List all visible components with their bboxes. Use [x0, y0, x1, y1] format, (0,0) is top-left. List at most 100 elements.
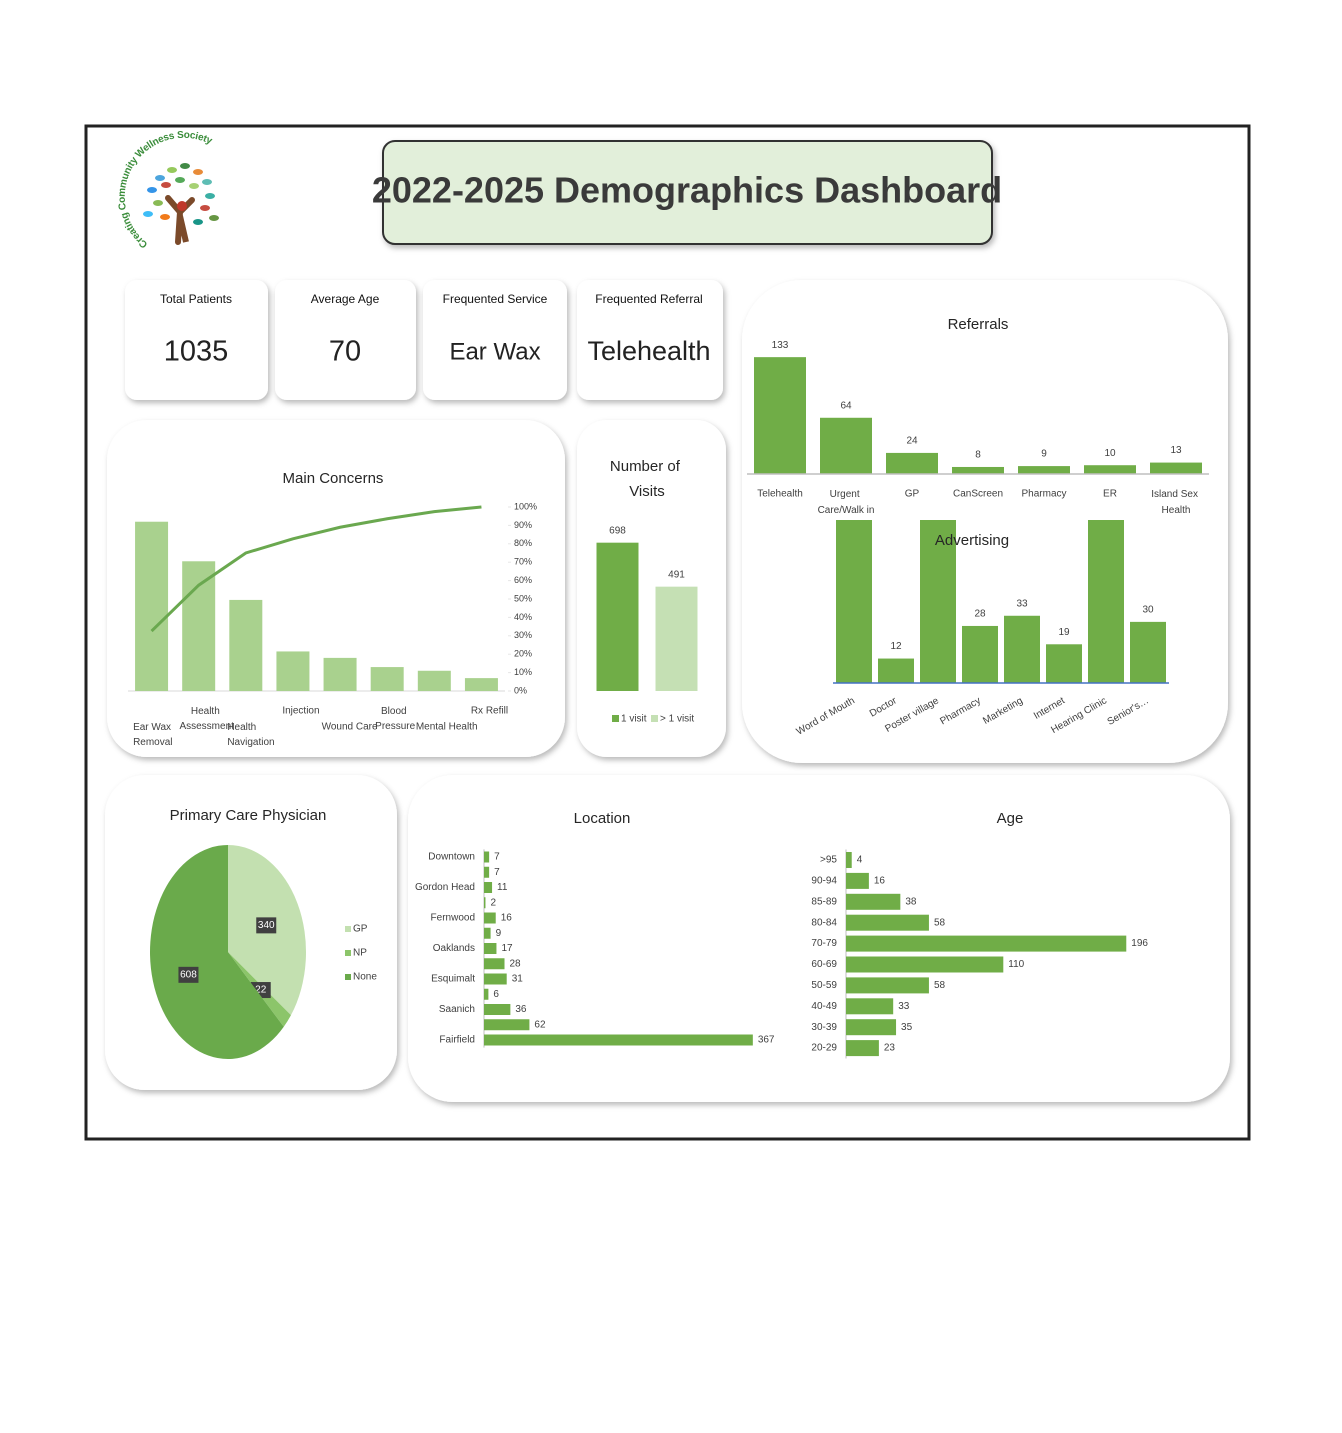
chart-title: Referrals: [948, 316, 1009, 333]
y-tick-label: 85-89: [811, 896, 837, 907]
bar: [846, 872, 869, 889]
chart-title: Number of Visits: [610, 458, 684, 500]
data-label: 8: [975, 450, 981, 461]
bar: [920, 520, 956, 683]
data-label: 19: [1058, 627, 1070, 638]
y-tick-label: 30-39: [811, 1022, 837, 1033]
data-label: 28: [974, 609, 986, 620]
title-box: [382, 140, 993, 245]
y-tick-label: 60-69: [811, 959, 837, 970]
bar: [846, 914, 929, 931]
y2-tick-label: 0%: [514, 685, 527, 695]
bar: [596, 542, 639, 691]
bar: [836, 520, 872, 683]
x-tick-label: Urgent Care/Walk in: [818, 489, 875, 516]
data-label: 23: [884, 1043, 896, 1054]
bar: [655, 586, 698, 691]
chart-title: Location: [574, 810, 631, 827]
data-label: 31: [512, 974, 524, 985]
data-label: 62: [534, 1019, 546, 1030]
data-label: 17: [501, 943, 513, 954]
bar: [484, 958, 505, 970]
legend-label: NP: [353, 948, 367, 959]
bar: [1130, 621, 1166, 683]
y2-tick-label: 100%: [514, 501, 537, 511]
x-tick-label: ER: [1103, 489, 1117, 500]
bar: [484, 943, 497, 954]
bar: [846, 1019, 897, 1036]
x-tick-label: GP: [905, 489, 920, 500]
chart-card: [742, 280, 1228, 763]
bar: [820, 417, 872, 474]
bar: [962, 625, 998, 683]
bars: [836, 520, 1166, 683]
x-tick-label: Telehealth: [757, 489, 803, 500]
bar: [484, 1019, 530, 1031]
bar: [1088, 520, 1124, 683]
data-label: 6: [493, 989, 499, 1000]
legend-marker: [345, 974, 351, 980]
data-label: 491: [668, 569, 685, 580]
y-tick-label: 70-79: [811, 938, 837, 949]
x-tick-label: Health Navigation: [227, 722, 274, 748]
legend-label: 1 visit: [621, 714, 647, 725]
legend-label: > 1 visit: [660, 714, 694, 725]
legend-marker: [612, 715, 619, 722]
data-label: 4: [857, 855, 863, 866]
dashboard-title: 2022-2025 Demographics Dashboard: [372, 170, 1002, 211]
y-tick-label: Downtown: [428, 852, 475, 863]
bar: [952, 466, 1004, 474]
x-tick-label: Ear Wax Removal: [133, 722, 174, 748]
x-tick-label: Rx Refill: [471, 706, 508, 717]
data-label: 24: [906, 436, 918, 447]
bar: [846, 935, 1127, 952]
x-tick-label: Island Sex Health: [1151, 489, 1200, 516]
x-tick-label: Blood Pressure: [375, 706, 415, 732]
bar: [846, 998, 894, 1015]
legend-label: GP: [353, 924, 368, 935]
cards: [105, 280, 1230, 1102]
bar: [1046, 644, 1082, 683]
data-label: 28: [510, 958, 522, 969]
kpi-card: [423, 280, 567, 400]
y-tick-label: 40-49: [811, 1001, 837, 1012]
chart-title: Advertising: [935, 532, 1009, 549]
bar: [846, 977, 929, 994]
bar: [484, 927, 491, 939]
data-label: 64: [840, 400, 852, 411]
bar: [370, 667, 404, 691]
data-label: 2: [490, 897, 496, 908]
y2-tick-label: 20%: [514, 649, 532, 659]
data-label: 7: [494, 852, 500, 863]
bars: [596, 542, 698, 691]
bar: [754, 357, 806, 474]
data-label: 22: [255, 985, 267, 996]
bar: [484, 973, 507, 985]
kpi-value: Telehealth: [587, 336, 710, 366]
chart-card: [408, 775, 1230, 1102]
y2-tick-label: 70%: [514, 557, 532, 567]
kpi-value: 1035: [164, 336, 229, 368]
data-label: 698: [609, 525, 626, 536]
data-label: 58: [934, 980, 946, 991]
data-label: 38: [905, 896, 917, 907]
bar: [276, 651, 310, 691]
bar: [484, 882, 493, 893]
pie-slice: [150, 845, 284, 1059]
legend-marker: [345, 926, 351, 932]
data-label: 33: [898, 1001, 910, 1012]
chart-title: Primary Care Physician: [170, 807, 327, 824]
y-tick-label: 50-59: [811, 980, 837, 991]
bar: [464, 678, 498, 691]
y-tick-label: Gordon Head: [415, 882, 475, 893]
kpi-label: Total Patients: [160, 292, 232, 306]
data-label: 12: [890, 641, 902, 652]
data-label: 13: [1170, 445, 1182, 456]
y-tick-label: 80-84: [811, 917, 837, 928]
data-label: 196: [1131, 938, 1148, 949]
chart-title: Main Concerns: [283, 470, 384, 487]
y2-tick-label: 30%: [514, 630, 532, 640]
bar: [484, 1004, 511, 1015]
data-label: 608: [180, 969, 197, 980]
y-tick-label: Fernwood: [431, 913, 475, 924]
